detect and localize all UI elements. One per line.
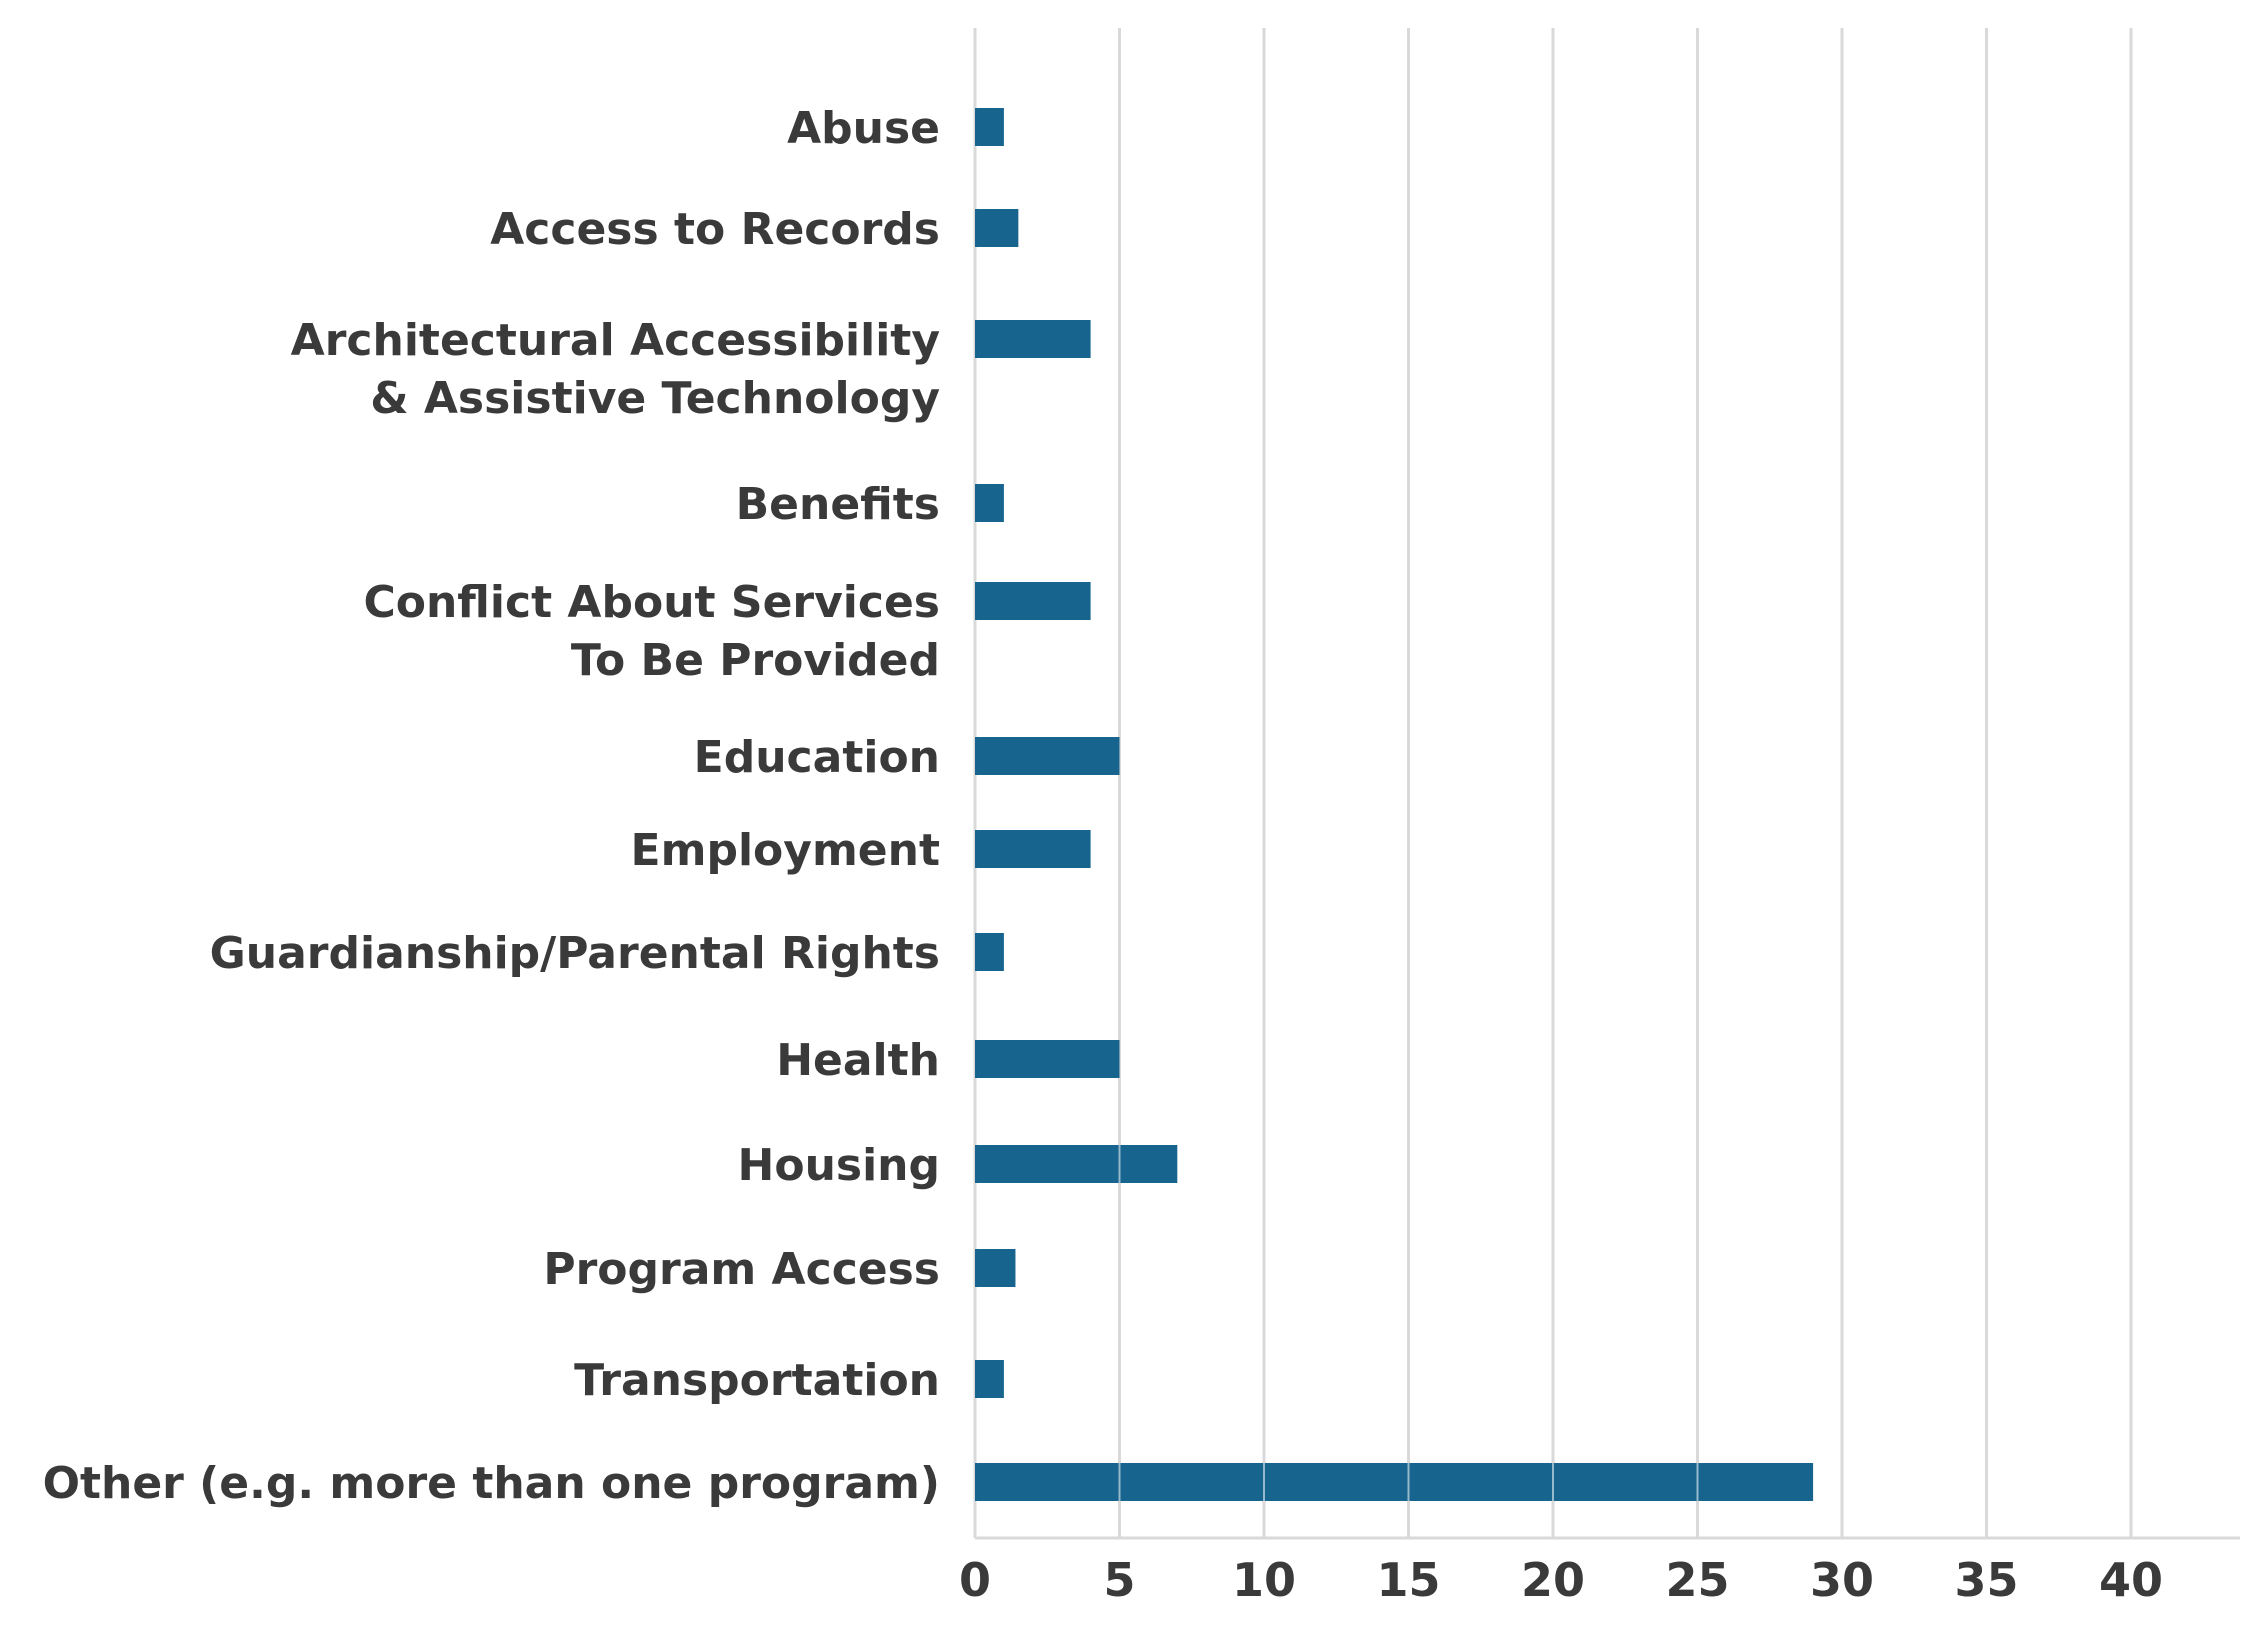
category-label: Education [694, 732, 940, 783]
bar [975, 320, 1091, 358]
category-label: Access to Records [490, 204, 940, 255]
category-labels: Abuse Access to Records Architectural Acce… [43, 103, 940, 1509]
x-tick-label: 0 [959, 1553, 991, 1607]
x-tick-label: 15 [1376, 1553, 1440, 1607]
bar [975, 1249, 1016, 1287]
category-label: Health [776, 1035, 940, 1086]
category-label: Guardianship/Parental Rights [210, 928, 940, 979]
bars [975, 108, 1814, 1501]
x-tick-label: 20 [1521, 1553, 1585, 1607]
bar [975, 1040, 1120, 1078]
bar [975, 1463, 1814, 1501]
category-label: Architectural Accessibility & Assistive T… [291, 315, 940, 424]
category-label: Transportation [574, 1355, 940, 1406]
bar [975, 933, 1004, 971]
category-label: Program Access [543, 1244, 940, 1295]
bar [975, 582, 1091, 620]
gridlines [973, 28, 2240, 1540]
category-label: Housing [738, 1140, 940, 1191]
category-label: Benefits [736, 479, 940, 530]
x-tick-label: 40 [2099, 1553, 2163, 1607]
bar [975, 830, 1091, 868]
bar [975, 108, 1004, 146]
bar [975, 737, 1120, 775]
bar [975, 209, 1019, 247]
category-label: Conflict About Services To Be Provided [363, 577, 940, 686]
category-label: Employment [631, 825, 940, 876]
bar [975, 1145, 1178, 1183]
bar [975, 1360, 1004, 1398]
x-tick-label: 35 [1954, 1553, 2018, 1607]
x-tick-labels: 0 5 10 15 20 25 30 35 40 [959, 1553, 2163, 1607]
x-tick-label: 30 [1810, 1553, 1874, 1607]
x-tick-label: 5 [1103, 1553, 1135, 1607]
x-tick-label: 25 [1665, 1553, 1729, 1607]
bar [975, 484, 1004, 522]
category-label: Other (e.g. more than one program) [43, 1458, 940, 1509]
x-tick-label: 10 [1232, 1553, 1296, 1607]
category-label: Abuse [787, 103, 940, 154]
